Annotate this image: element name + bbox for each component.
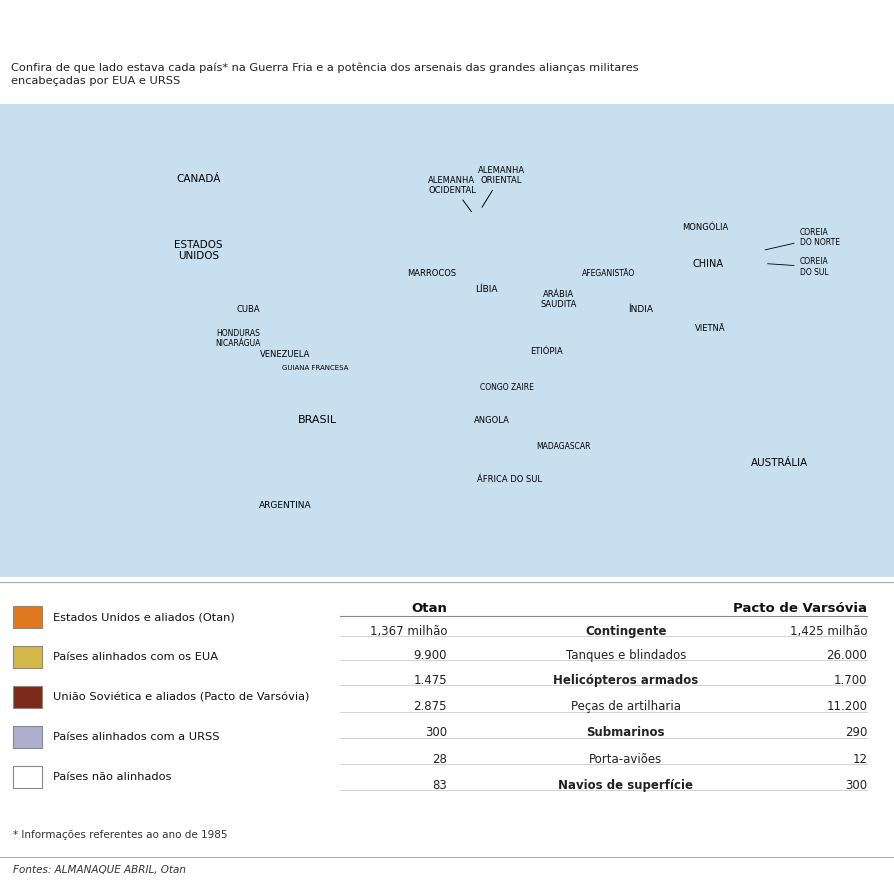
Text: 1.700: 1.700	[834, 674, 867, 687]
Text: 9.900: 9.900	[414, 650, 447, 662]
Text: 2.875: 2.875	[414, 700, 447, 713]
Text: 1,425 milhão: 1,425 milhão	[789, 625, 867, 638]
Text: GUIANA FRANCESA: GUIANA FRANCESA	[283, 365, 349, 371]
Text: ESTADOS
UNIDOS: ESTADOS UNIDOS	[174, 240, 223, 261]
Bar	[13, 646, 42, 668]
Text: Países não alinhados: Países não alinhados	[53, 773, 172, 782]
Text: 1.475: 1.475	[413, 674, 447, 687]
Text: CHINA: CHINA	[692, 258, 723, 268]
Text: 28: 28	[432, 752, 447, 766]
Text: MARROCOS: MARROCOS	[408, 269, 457, 278]
Text: Navios de superfície: Navios de superfície	[558, 779, 694, 792]
Text: ÁFRICA DO SUL: ÁFRICA DO SUL	[477, 474, 542, 483]
Text: Submarinos: Submarinos	[586, 727, 665, 739]
Text: HONDURAS
NICARÁGUA: HONDURAS NICARÁGUA	[215, 329, 261, 349]
Text: Confira de que lado estava cada país* na Guerra Fria e a potência dos arsenais d: Confira de que lado estava cada país* na…	[11, 62, 638, 86]
Text: 300: 300	[845, 779, 867, 792]
Text: ARGENTINA: ARGENTINA	[259, 501, 312, 510]
Text: CONGO ZAIRE: CONGO ZAIRE	[480, 383, 534, 392]
Text: Países alinhados com os EUA: Países alinhados com os EUA	[53, 652, 218, 662]
Text: AFEGANISTÃO: AFEGANISTÃO	[582, 269, 635, 278]
Text: Pacto de Varsóvia: Pacto de Varsóvia	[733, 602, 867, 615]
Text: BRASIL: BRASIL	[299, 415, 337, 426]
Text: O PLANETA DIVIDIDO: O PLANETA DIVIDIDO	[11, 18, 240, 37]
Text: 11.200: 11.200	[826, 700, 867, 713]
Text: 300: 300	[425, 727, 447, 739]
Bar	[13, 606, 42, 628]
Text: ÍNDIA: ÍNDIA	[628, 304, 654, 314]
Text: CANADÁ: CANADÁ	[176, 173, 221, 184]
Text: AUSTRÁLIA: AUSTRÁLIA	[751, 458, 808, 468]
Text: ANGOLA: ANGOLA	[474, 416, 510, 425]
Text: ALEMANHA
ORIENTAL: ALEMANHA ORIENTAL	[478, 165, 525, 207]
Text: CUBA: CUBA	[237, 304, 260, 314]
Text: COREIA
DO SUL: COREIA DO SUL	[768, 258, 829, 276]
Text: VENEZUELA: VENEZUELA	[260, 350, 311, 359]
Text: ALEMANHA
OCIDENTAL: ALEMANHA OCIDENTAL	[428, 175, 476, 212]
Text: Porta-aviões: Porta-aviões	[589, 752, 662, 766]
Text: COREIA
DO NORTE: COREIA DO NORTE	[765, 227, 839, 250]
Text: 1,367 milhão: 1,367 milhão	[369, 625, 447, 638]
Text: Fontes: ALMANAQUE ABRIL, Otan: Fontes: ALMANAQUE ABRIL, Otan	[13, 865, 187, 875]
Text: * Informações referentes ao ano de 1985: * Informações referentes ao ano de 1985	[13, 829, 228, 840]
Text: LÍBIA: LÍBIA	[476, 285, 498, 294]
Bar	[13, 686, 42, 708]
Text: 83: 83	[433, 779, 447, 792]
Text: MADAGASCAR: MADAGASCAR	[536, 442, 591, 450]
Bar	[13, 766, 42, 789]
Text: ETIÓPIA: ETIÓPIA	[530, 347, 562, 356]
Text: Países alinhados com a URSS: Países alinhados com a URSS	[53, 732, 219, 743]
Bar	[13, 726, 42, 748]
Text: Estados Unidos e aliados (Otan): Estados Unidos e aliados (Otan)	[53, 612, 234, 622]
Text: Peças de artilharia: Peças de artilharia	[570, 700, 681, 713]
Text: VIETNÃ: VIETNÃ	[695, 325, 726, 334]
Text: 12: 12	[852, 752, 867, 766]
Text: Contingente: Contingente	[585, 625, 667, 638]
Text: 290: 290	[845, 727, 867, 739]
Text: Tanques e blindados: Tanques e blindados	[566, 650, 686, 662]
Text: Otan: Otan	[411, 602, 447, 615]
Text: União Soviética e aliados (Pacto de Varsóvia): União Soviética e aliados (Pacto de Vars…	[53, 692, 309, 702]
Text: Helicópteros armados: Helicópteros armados	[553, 674, 698, 687]
Text: 26.000: 26.000	[826, 650, 867, 662]
Text: ARÁBIA
SAUDITA: ARÁBIA SAUDITA	[541, 289, 577, 309]
Text: MONGÓLIA: MONGÓLIA	[682, 223, 729, 232]
